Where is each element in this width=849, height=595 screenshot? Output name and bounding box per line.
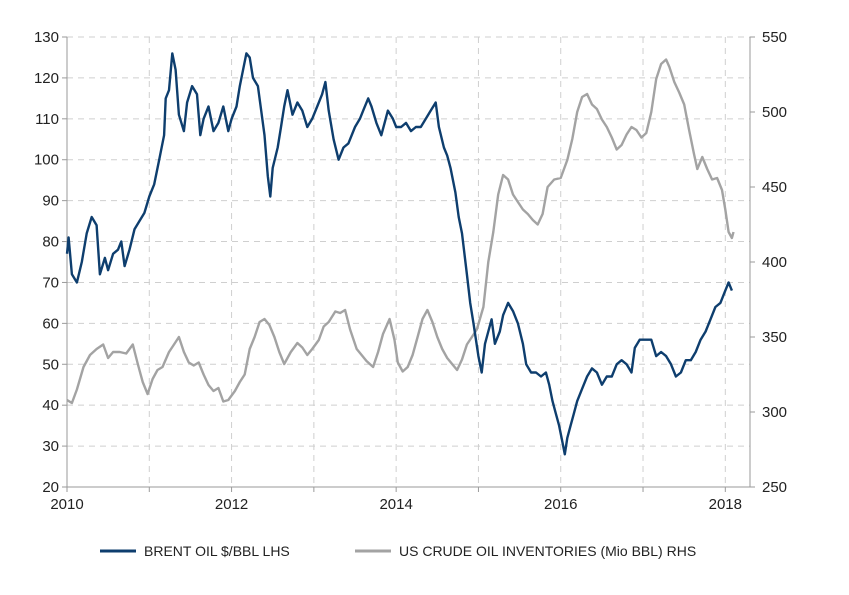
y-left-tick-label: 20 bbox=[42, 479, 59, 496]
series-line-brent bbox=[65, 52, 734, 456]
y-right-tick-label: 400 bbox=[762, 254, 787, 271]
axis-layer: 130 120 110 100 90 80 70 60 50 40 30 20 550 500 450 400… bbox=[34, 29, 787, 513]
series-layer bbox=[65, 52, 735, 456]
y-left-tick-label: 80 bbox=[42, 234, 59, 251]
x-tick-label: 2018 bbox=[709, 496, 742, 513]
y-left-tick-label: 70 bbox=[42, 274, 59, 291]
y-right-tick-label: 450 bbox=[762, 179, 787, 196]
x-tick-label: 2014 bbox=[379, 496, 412, 513]
y-left-tick-label: 40 bbox=[42, 397, 59, 414]
x-tick-label: 2010 bbox=[50, 496, 83, 513]
legend-label-brent: BRENT OIL $/BBL LHS bbox=[144, 543, 290, 559]
x-tick-label: 2012 bbox=[215, 496, 248, 513]
y-left-tick-label: 60 bbox=[42, 315, 59, 332]
y-right-tick-label: 350 bbox=[762, 329, 787, 346]
y-right-tick-label: 300 bbox=[762, 404, 787, 421]
y-right-tick-label: 550 bbox=[762, 29, 787, 46]
y-left-tick-label: 30 bbox=[42, 438, 59, 455]
y-left-tick-label: 50 bbox=[42, 356, 59, 373]
x-tick-label: 2016 bbox=[544, 496, 577, 513]
y-left-tick-label: 100 bbox=[34, 152, 59, 169]
y-right-tick-label: 250 bbox=[762, 479, 787, 496]
y-left-tick-label: 130 bbox=[34, 29, 59, 46]
y-right-tick-label: 500 bbox=[762, 104, 787, 121]
legend-label-inventories: US CRUDE OIL INVENTORIES (Mio BBL) RHS bbox=[399, 543, 696, 559]
y-left-tick-label: 110 bbox=[35, 111, 59, 128]
legend: BRENT OIL $/BBL LHS US CRUDE OIL INVENTO… bbox=[100, 543, 696, 559]
grid-layer bbox=[66, 36, 750, 487]
y-left-tick-label: 90 bbox=[42, 193, 59, 210]
y-left-tick-label: 120 bbox=[34, 70, 59, 87]
series-line-inventories bbox=[66, 58, 735, 405]
